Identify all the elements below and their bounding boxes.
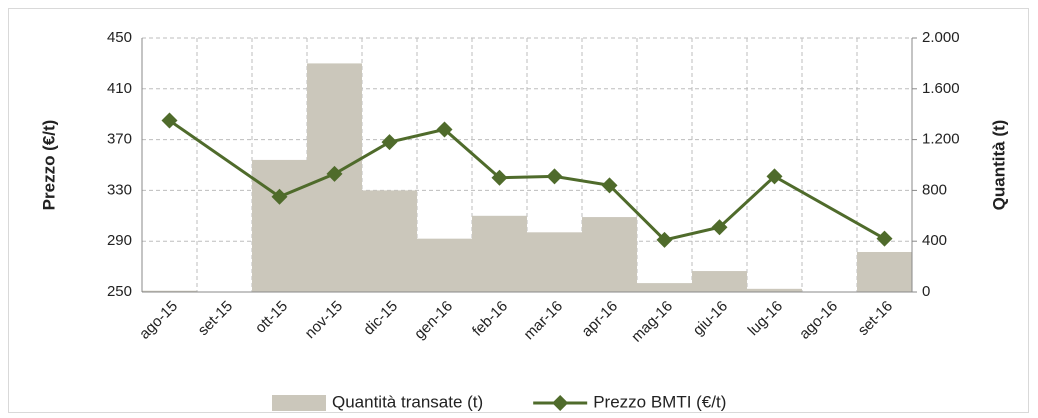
y2-axis-title: Quantità (t) xyxy=(989,120,1008,211)
bar xyxy=(637,283,692,292)
y-tick-label: 450 xyxy=(107,29,132,46)
marker xyxy=(546,168,563,185)
y-tick-label: 370 xyxy=(107,131,132,148)
line xyxy=(168,119,886,242)
y2-tick-label: 400 xyxy=(922,232,947,249)
bar xyxy=(362,190,417,292)
bar xyxy=(582,217,637,292)
marker xyxy=(271,188,288,205)
legend-label: Quantità transate (t) xyxy=(332,392,483,411)
y2-tick-label: 1.200 xyxy=(922,131,960,148)
y-tick-label: 330 xyxy=(107,181,132,198)
legend-swatch xyxy=(272,395,326,411)
marker xyxy=(601,177,618,194)
marker xyxy=(161,112,178,129)
bar xyxy=(142,290,197,292)
y2-tick-label: 1.600 xyxy=(922,80,960,97)
bar xyxy=(747,288,802,292)
marker xyxy=(876,230,893,247)
y2-tick-label: 0 xyxy=(922,283,930,300)
y-tick-label: 290 xyxy=(107,232,132,249)
y-tick-label: 410 xyxy=(107,80,132,97)
marker xyxy=(711,219,728,236)
bar xyxy=(417,238,472,292)
y-axis-title: Prezzo (€/t) xyxy=(39,120,58,211)
legend-label: Prezzo BMTI (€/t) xyxy=(593,392,726,411)
marker xyxy=(766,168,783,185)
y-tick-label: 250 xyxy=(107,283,132,300)
y2-tick-label: 800 xyxy=(922,181,947,198)
marker xyxy=(326,165,343,182)
legend-marker xyxy=(552,395,569,411)
y2-tick-label: 2.000 xyxy=(922,29,960,46)
marker xyxy=(381,134,398,151)
bar xyxy=(692,271,747,292)
bar xyxy=(857,251,912,292)
bar xyxy=(527,232,582,292)
bar xyxy=(472,215,527,292)
marker xyxy=(436,121,453,138)
marker xyxy=(656,231,673,248)
marker xyxy=(491,169,508,186)
bar xyxy=(252,159,307,292)
chart-frame xyxy=(8,8,1029,413)
